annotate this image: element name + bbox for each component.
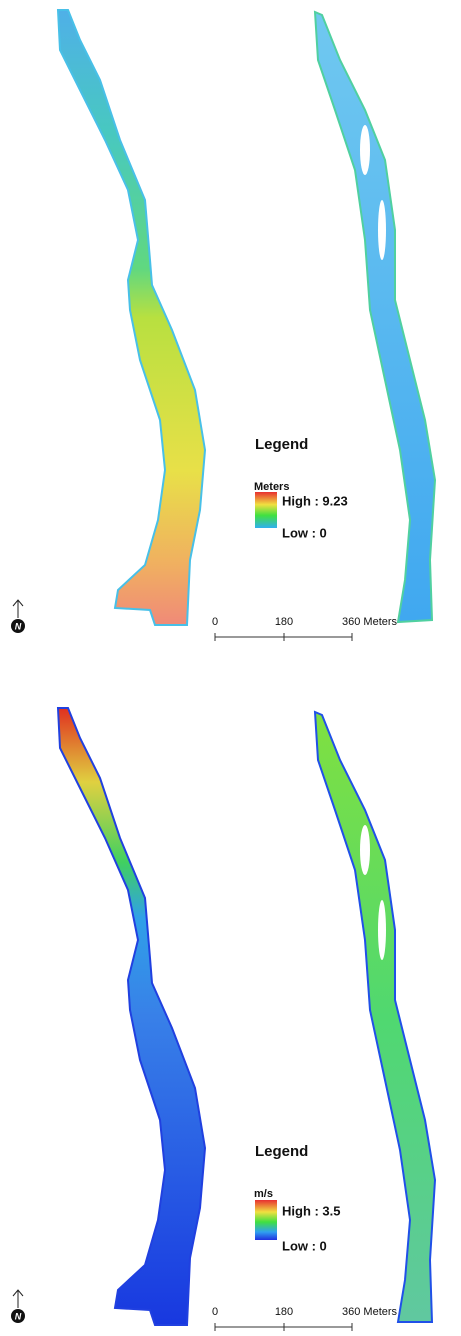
legend-title: Legend bbox=[255, 436, 308, 453]
legend-high: High : 9.23 bbox=[282, 493, 348, 508]
north-label: N bbox=[15, 1311, 22, 1321]
scale-label: 360 Meters bbox=[342, 616, 398, 628]
legend-high: High : 3.5 bbox=[282, 1203, 341, 1218]
velocity-river-left bbox=[58, 708, 205, 1325]
color-ramp bbox=[255, 1200, 277, 1240]
figure: Legend MetersHigh : 9.23 Low : 0 0 180 360 Me… bbox=[0, 0, 461, 1336]
legend-low: Low : 0 bbox=[282, 1238, 327, 1253]
scale-label: 0 bbox=[212, 616, 218, 628]
legend-low: Low : 0 bbox=[282, 525, 327, 540]
scale-label: 180 bbox=[275, 1306, 293, 1318]
scale-label: 0 bbox=[212, 1306, 218, 1318]
scale-label: 360 Meters bbox=[342, 1306, 398, 1318]
legend-unit: Meters bbox=[254, 481, 289, 493]
depth-river-right bbox=[315, 12, 435, 622]
depth-river-left bbox=[58, 10, 205, 625]
legend-title: Legend bbox=[255, 1143, 308, 1160]
north-label: N bbox=[15, 621, 22, 631]
scale-label: 180 bbox=[275, 616, 293, 628]
color-ramp bbox=[255, 492, 277, 528]
velocity-river-right bbox=[315, 712, 435, 1322]
legend-unit: m/s bbox=[254, 1188, 273, 1200]
